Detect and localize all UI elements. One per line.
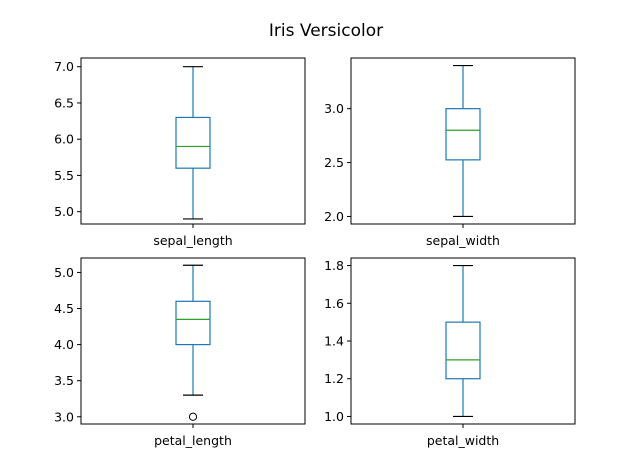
y-tick-label: 1.6 xyxy=(324,296,344,311)
subplot-petal_width: 1.0 1.2 1.4 1.6 1.8 petal_width xyxy=(324,257,576,448)
y-tick-label: 6.5 xyxy=(54,95,74,110)
y-tick-label: 1.8 xyxy=(324,258,344,273)
y-tick-label: 7.0 xyxy=(54,59,74,74)
y-tick-label: 3.0 xyxy=(324,101,344,116)
y-tick-label: 4.5 xyxy=(54,301,74,316)
y-tick-label: 3.0 xyxy=(54,409,74,424)
iqr-box xyxy=(175,116,211,169)
x-category-label: petal_length xyxy=(154,433,232,448)
outlier-point xyxy=(188,412,198,421)
y-tick-label: 5.0 xyxy=(54,265,74,280)
figure-title: Iris Versicolor xyxy=(269,21,383,41)
iqr-box xyxy=(445,321,481,380)
y-tick-label: 2.0 xyxy=(324,209,344,224)
y-tick-label: 1.4 xyxy=(324,334,344,349)
y-tick-label: 2.5 xyxy=(324,155,344,170)
y-tick-label: 3.5 xyxy=(54,373,74,388)
x-category-label: sepal_width xyxy=(426,233,500,248)
x-category-label: petal_width xyxy=(427,433,499,448)
subplots-grid: 5.0 5.5 6.0 6.5 7.0 sepal_length 2.0 2.5 3.0 sepa… xyxy=(54,57,576,448)
subplot-sepal_width: 2.0 2.5 3.0 sepal_width xyxy=(324,57,576,248)
y-tick-label: 5.5 xyxy=(54,168,74,183)
y-tick-label: 4.0 xyxy=(54,337,74,352)
y-tick-label: 6.0 xyxy=(54,132,74,147)
iqr-box xyxy=(175,300,211,346)
y-tick-label: 5.0 xyxy=(54,204,74,219)
subplot-petal_length: 3.0 3.5 4.0 4.5 5.0 petal_length xyxy=(54,257,306,448)
iqr-box xyxy=(445,108,481,161)
x-category-label: sepal_length xyxy=(153,233,232,248)
y-tick-label: 1.0 xyxy=(324,409,344,424)
subplot-sepal_length: 5.0 5.5 6.0 6.5 7.0 sepal_length xyxy=(54,57,306,248)
y-tick-label: 1.2 xyxy=(324,371,344,386)
